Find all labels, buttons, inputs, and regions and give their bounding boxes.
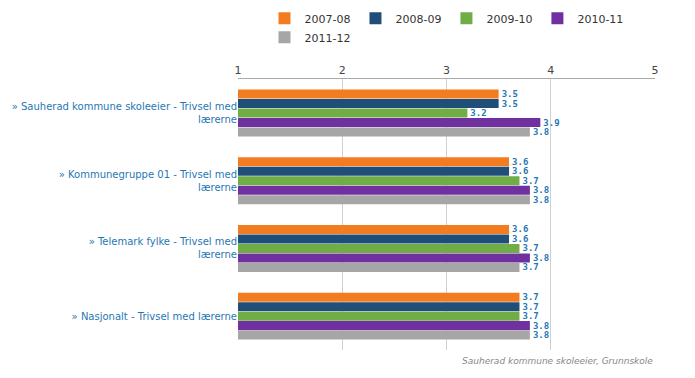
- svg-text:5: 5: [652, 64, 659, 77]
- svg-text:3.7: 3.7: [522, 243, 538, 253]
- svg-text:3.7: 3.7: [522, 176, 538, 186]
- svg-text:3.7: 3.7: [522, 292, 538, 302]
- svg-text:3.8: 3.8: [533, 127, 549, 137]
- svg-text:3.7: 3.7: [522, 302, 538, 312]
- svg-text:3.8: 3.8: [533, 185, 549, 195]
- svg-text:3.7: 3.7: [522, 311, 538, 321]
- svg-text:3.5: 3.5: [502, 99, 518, 109]
- svg-text:3.6: 3.6: [512, 224, 528, 234]
- svg-text:3.8: 3.8: [533, 253, 549, 263]
- svg-text:2: 2: [339, 64, 346, 77]
- svg-text:1: 1: [235, 64, 242, 77]
- svg-text:3: 3: [443, 64, 450, 77]
- svg-text:3.6: 3.6: [512, 234, 528, 244]
- svg-text:Sauherad kommune skoleeier, Gr: Sauherad kommune skoleeier, Grunnskole: [462, 356, 653, 366]
- svg-text:2008-09: 2008-09: [395, 13, 441, 26]
- svg-text:» Sauherad kommune skoleeier -: » Sauherad kommune skoleeier - Trivsel m…: [12, 101, 237, 125]
- svg-text:3.6: 3.6: [512, 166, 528, 176]
- svg-text:3.9: 3.9: [543, 118, 559, 128]
- svg-text:2009-10: 2009-10: [486, 13, 532, 26]
- svg-text:2007-08: 2007-08: [305, 13, 351, 26]
- svg-text:3.5: 3.5: [502, 89, 518, 99]
- svg-text:3.8: 3.8: [533, 195, 549, 205]
- svg-text:» Telemark fylke - Trivsel med: » Telemark fylke - Trivsel medlærerne: [89, 236, 237, 260]
- svg-text:» Kommunegruppe 01 - Trivsel m: » Kommunegruppe 01 - Trivsel medlærerne: [59, 169, 237, 193]
- svg-text:3.8: 3.8: [533, 321, 549, 331]
- svg-text:2011-12: 2011-12: [305, 32, 351, 45]
- svg-text:3.8: 3.8: [533, 330, 549, 340]
- svg-text:3.2: 3.2: [470, 108, 486, 118]
- svg-text:4: 4: [547, 64, 554, 77]
- svg-text:» Nasjonalt - Trivsel med lære: » Nasjonalt - Trivsel med lærerne: [72, 311, 237, 322]
- svg-text:2010-11: 2010-11: [577, 13, 623, 26]
- svg-text:3.6: 3.6: [512, 157, 528, 167]
- svg-text:3.7: 3.7: [522, 262, 538, 272]
